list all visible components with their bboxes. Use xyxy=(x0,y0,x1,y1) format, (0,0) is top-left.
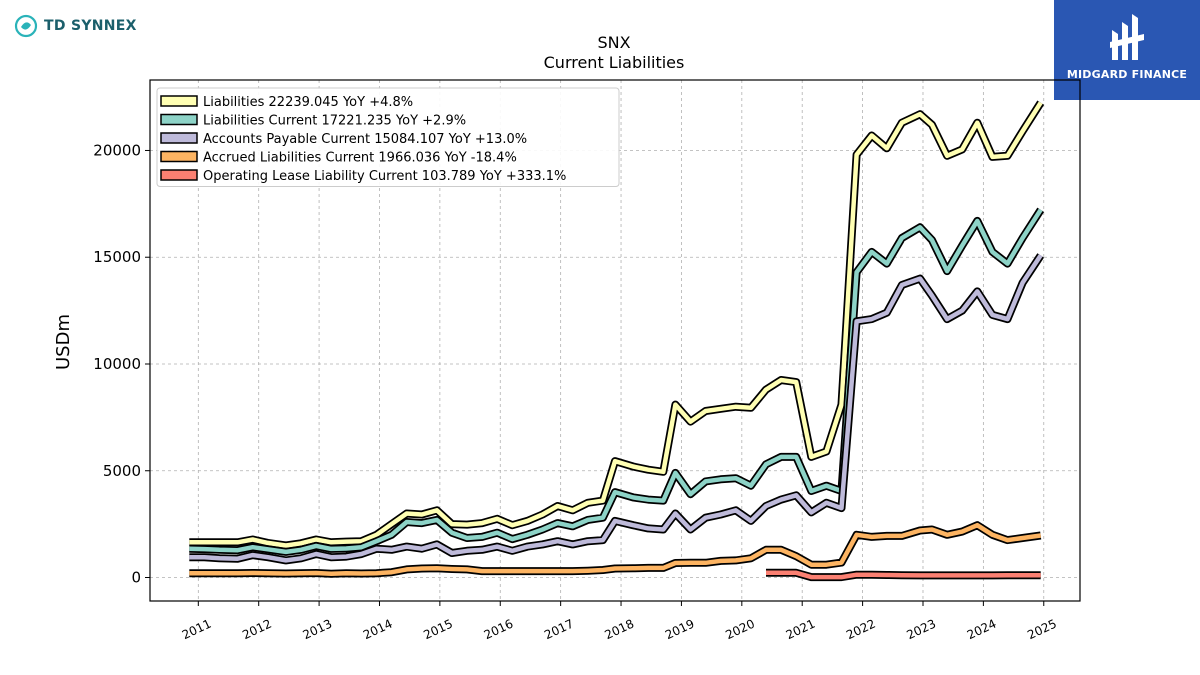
operating-lease-liability-current-legend-swatch xyxy=(160,169,198,181)
x-tick-label: 2012 xyxy=(240,617,274,643)
series-lines xyxy=(189,100,1045,582)
midgard-finance-logo-text: MIDGARD FINANCE xyxy=(1066,68,1188,81)
plot-frame xyxy=(149,79,1081,602)
x-tick-label: 2016 xyxy=(482,617,516,643)
x-tick-label: 2024 xyxy=(965,617,999,643)
midgard-finance-logo-mark xyxy=(1110,14,1144,60)
x-tick-label: 2021 xyxy=(784,617,818,643)
liabilities-current-legend-swatch xyxy=(160,113,198,126)
x-tick-label: 2017 xyxy=(542,617,576,643)
accounts-payable-current-legend-swatch xyxy=(160,132,198,144)
liabilities-current-legend-label: Liabilities Current 17221.235 YoY +2.9% xyxy=(203,114,466,129)
accrued-liabilities-current-line xyxy=(189,522,1042,576)
legend-box xyxy=(156,87,620,187)
x-tick-label: 2015 xyxy=(421,617,455,643)
liabilities-legend-swatch xyxy=(160,95,198,107)
td-synnex-logo: TD SYNNEX xyxy=(14,14,137,38)
operating-lease-liability-current-legend-label: Operating Lease Liability Current 103.78… xyxy=(203,169,566,184)
y-tick-label: 5000 xyxy=(103,462,141,480)
x-tick-label: 2011 xyxy=(180,617,214,643)
chart-subtitle: Current Liabilities xyxy=(544,53,685,72)
liabilities-line xyxy=(189,101,1043,548)
x-tick-label: 2022 xyxy=(844,617,878,643)
y-tick-label: 10000 xyxy=(93,355,141,373)
td-synnex-logo-text: TD SYNNEX xyxy=(44,18,137,34)
x-tick-label: 2018 xyxy=(603,617,637,643)
td-synnex-logo-icon xyxy=(14,14,38,38)
x-tick-label: 2019 xyxy=(663,617,697,643)
x-tick-label: 2014 xyxy=(361,617,395,643)
liabilities-legend-label: Liabilities 22239.045 YoY +4.8% xyxy=(203,95,413,110)
y-tick-label: 15000 xyxy=(93,248,141,266)
midgard-finance-logo: MIDGARD FINANCE xyxy=(1054,0,1200,100)
x-tick-label: 2025 xyxy=(1025,617,1059,643)
operating-lease-liability-current-line xyxy=(766,570,1041,580)
x-tick-label: 2020 xyxy=(723,617,757,643)
accounts-payable-current-line-outline xyxy=(189,253,1045,565)
y-tick-label: 0 xyxy=(131,569,141,587)
accounts-payable-current-line xyxy=(189,254,1043,563)
liabilities-current-line-outline xyxy=(189,207,1045,556)
chart-title: SNX xyxy=(597,33,630,52)
accounts-payable-current-legend-label: Accounts Payable Current 15084.107 YoY +… xyxy=(203,132,527,147)
x-tick-label: 2023 xyxy=(904,617,938,643)
y-axis-label: USDm xyxy=(53,314,74,370)
y-axis: 0 5000 10000 15000 20000 xyxy=(93,141,150,587)
legend: Liabilities 22239.045 YoY +4.8% Liabiliti… xyxy=(156,87,620,187)
x-tick-label: 2013 xyxy=(301,617,335,643)
liabilities-current-line xyxy=(189,208,1043,555)
accrued-liabilities-current-legend-swatch xyxy=(160,150,198,163)
accrued-liabilities-current-legend-label: Accrued Liabilities Current 1966.036 YoY… xyxy=(203,151,517,166)
y-tick-label: 20000 xyxy=(93,141,141,159)
x-axis: 2011 2012 2013 2014 2015 2016 2017 2018 2019 2020… xyxy=(180,601,1059,642)
